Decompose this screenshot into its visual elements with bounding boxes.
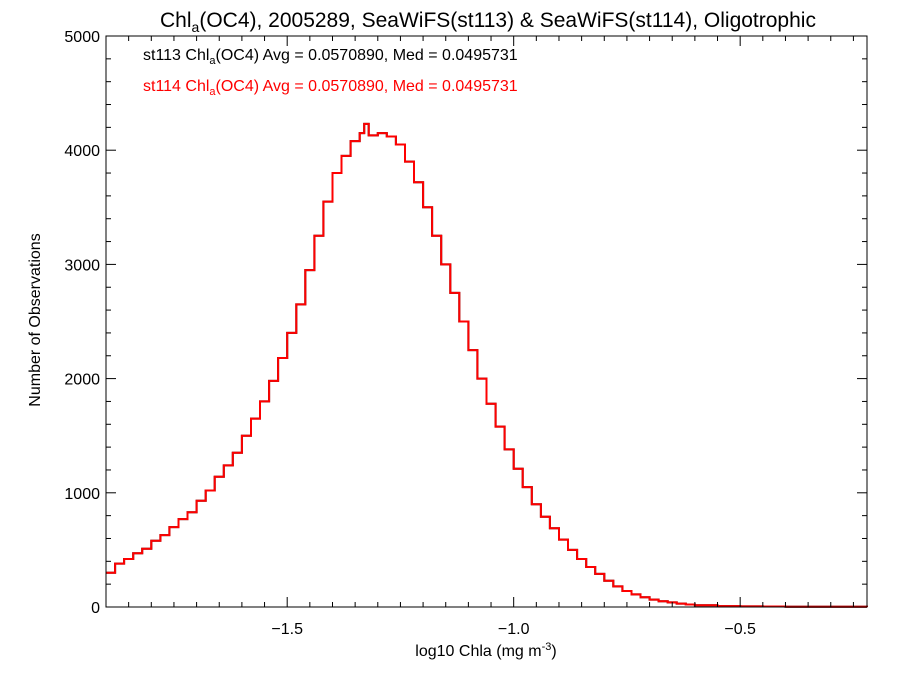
legend-st113-prefix: st113 Chl [143, 47, 209, 64]
x-tick-label: −1.0 [498, 621, 530, 638]
x-axis-label: log10 Chla (mg m-3) [415, 641, 556, 660]
legend-st113-suffix: (OC4) Avg = 0.0570890, Med = 0.0495731 [216, 47, 518, 64]
y-tick-label: 0 [91, 600, 100, 617]
y-tick-label: 4000 [64, 143, 100, 160]
x-tick-label: −1.5 [271, 621, 303, 638]
legend-entry-st114: st114 Chla(OC4) Avg = 0.0570890, Med = 0… [143, 78, 518, 98]
legend-st114-prefix: st114 Chl [143, 78, 209, 95]
y-tick-label: 1000 [64, 486, 100, 503]
x-axis-label-superscript: -3 [542, 641, 552, 653]
y-tick-label: 3000 [64, 257, 100, 274]
chart-title: Chla(OC4), 2005289, SeaWiFS(st113) & Sea… [160, 9, 816, 35]
plot-frame [105, 35, 868, 608]
chart-title-suffix: (OC4), 2005289, SeaWiFS(st113) & SeaWiFS… [199, 9, 816, 32]
series-line-st114 [106, 122, 868, 608]
legend-entry-st113: st113 Chla(OC4) Avg = 0.0570890, Med = 0… [143, 47, 518, 67]
x-axis-label-end: ) [551, 643, 556, 660]
legend-st113-subscript: a [209, 55, 216, 67]
y-tick-label: 5000 [64, 29, 100, 46]
x-axis-label-main: log10 Chla (mg m [415, 643, 541, 660]
x-tick-label: −0.5 [724, 621, 756, 638]
chart-title-subscript: a [192, 19, 200, 35]
legend-st114-subscript: a [209, 86, 216, 98]
plot-area: −1.5 −1.0 −0.5 0 1000 2000 3000 4000 5000 [64, 29, 868, 638]
y-axis-label: Number of Observations [27, 233, 44, 406]
chart-title-prefix: Chl [160, 9, 192, 32]
legend-st114-suffix: (OC4) Avg = 0.0570890, Med = 0.0495731 [216, 78, 518, 95]
series-line-st113 [106, 122, 868, 608]
y-tick-label: 2000 [64, 372, 100, 389]
